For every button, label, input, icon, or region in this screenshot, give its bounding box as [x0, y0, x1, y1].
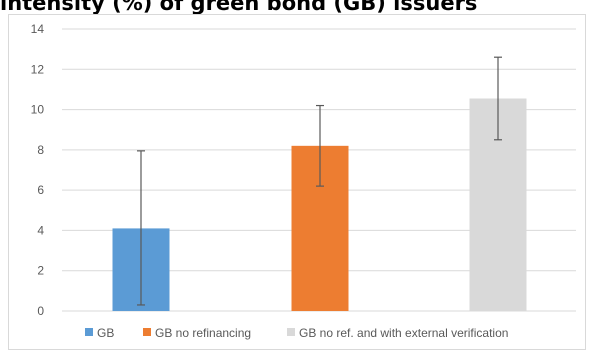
legend-swatch-1 [85, 328, 93, 336]
y-tick-label-2: 2 [37, 264, 44, 278]
legend-swatch-2 [143, 328, 151, 336]
legend-label-1: GB [97, 326, 114, 340]
legend-label-2: GB no refinancing [155, 326, 251, 340]
y-tick-label-14: 14 [31, 22, 45, 36]
y-tick-label-4: 4 [37, 223, 44, 237]
y-tick-label-0: 0 [37, 304, 44, 318]
y-tick-label-8: 8 [37, 143, 44, 157]
y-tick-label-10: 10 [31, 103, 45, 117]
y-tick-label-12: 12 [31, 62, 45, 76]
legend-swatch-3 [287, 328, 295, 336]
legend-label-3: GB no ref. and with external verificatio… [299, 326, 508, 340]
y-tick-label-6: 6 [37, 183, 44, 197]
chart-title: intensity (%) of green bond (GB) issuers [0, 0, 478, 15]
